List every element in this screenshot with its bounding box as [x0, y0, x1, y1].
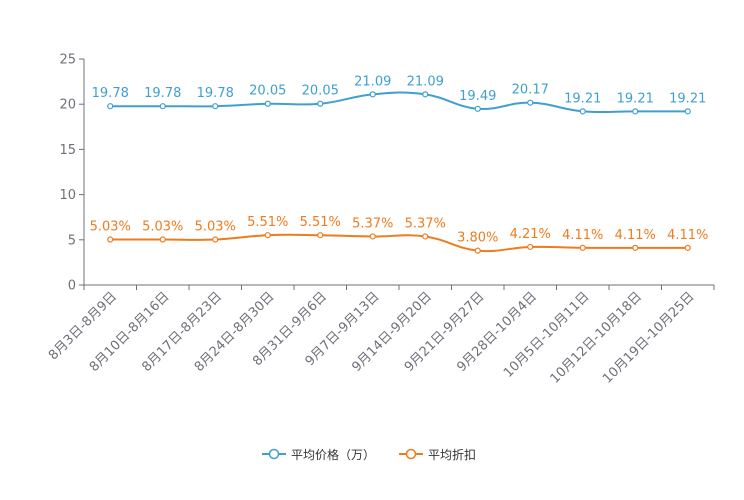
data-label: 4.11% [615, 228, 656, 243]
data-label: 19.21 [564, 91, 601, 106]
data-point[interactable] [579, 108, 586, 115]
y-tick-label: 15 [59, 143, 76, 158]
legend-marker [268, 448, 280, 460]
data-label: 5.37% [352, 216, 393, 231]
x-tick-label: 10月19日-10月25日 [600, 289, 697, 386]
data-label: 19.49 [459, 89, 496, 104]
data-point[interactable] [632, 108, 639, 115]
plot-area: 19.78 19.78 19.78 20.05 20.05 21.09 21.09 19.49… [90, 74, 708, 254]
data-label: 4.11% [562, 228, 603, 243]
legend-label: 平均价格（万） [291, 447, 375, 462]
data-point[interactable] [317, 232, 324, 239]
data-label: 19.78 [197, 86, 234, 101]
y-tick-label: 20 [59, 98, 76, 113]
data-point[interactable] [317, 100, 324, 107]
data-point[interactable] [422, 233, 429, 240]
data-point[interactable] [474, 247, 481, 254]
data-label: 19.78 [92, 86, 129, 101]
data-label: 19.21 [669, 91, 706, 106]
data-label: 4.11% [667, 228, 708, 243]
data-point[interactable] [107, 236, 114, 243]
series-line-1 [110, 91, 688, 114]
data-point[interactable] [369, 233, 376, 240]
data-point[interactable] [422, 91, 429, 98]
data-point[interactable] [264, 100, 271, 107]
data-label: 19.21 [617, 91, 654, 106]
data-label: 19.78 [144, 86, 181, 101]
y-tick-label: 25 [59, 53, 76, 68]
y-tick-label: 10 [59, 188, 76, 203]
data-point[interactable] [159, 236, 166, 243]
data-label: 5.03% [195, 220, 236, 235]
data-label: 20.05 [302, 84, 339, 99]
y-tick-label: 5 [68, 233, 76, 248]
data-point[interactable] [264, 232, 271, 239]
data-label: 5.03% [142, 220, 183, 235]
data-label: 5.51% [247, 215, 288, 230]
data-point[interactable] [159, 103, 166, 110]
data-label: 3.80% [457, 231, 498, 246]
data-label: 5.51% [300, 215, 341, 230]
data-point[interactable] [527, 243, 534, 251]
data-point[interactable] [474, 105, 481, 112]
data-point[interactable] [527, 99, 534, 106]
data-label: 20.05 [249, 84, 286, 99]
legend-marker [405, 448, 417, 460]
data-label: 21.09 [354, 74, 391, 89]
data-label: 4.21% [510, 227, 551, 242]
data-label: 5.37% [405, 216, 446, 231]
legend-item-2[interactable]: 平均折扣 [399, 447, 476, 462]
series-line-2 [110, 233, 688, 253]
data-point[interactable] [632, 244, 639, 251]
data-point[interactable] [369, 91, 376, 98]
data-point[interactable] [684, 108, 691, 115]
x-tick-label: 10月12日-10月18日 [548, 289, 645, 386]
data-point[interactable] [212, 103, 219, 110]
y-tick-label: 0 [68, 279, 76, 294]
data-point[interactable] [107, 103, 114, 110]
data-label: 5.03% [90, 220, 131, 235]
data-point[interactable] [579, 244, 586, 251]
data-label: 21.09 [407, 74, 444, 89]
y-axis: 0 5 10 15 20 25 [59, 53, 85, 294]
legend[interactable]: 平均价格（万） 平均折扣 [262, 447, 476, 462]
data-point[interactable] [684, 244, 691, 251]
legend-label: 平均折扣 [428, 447, 476, 462]
legend-item-1[interactable]: 平均价格（万） [262, 447, 375, 462]
data-label: 20.17 [512, 83, 549, 98]
data-point[interactable] [212, 236, 219, 243]
x-axis: 8月3日-8月9日8月10日-8月16日8月17日-8月23日8月24日-8月3… [46, 284, 715, 387]
